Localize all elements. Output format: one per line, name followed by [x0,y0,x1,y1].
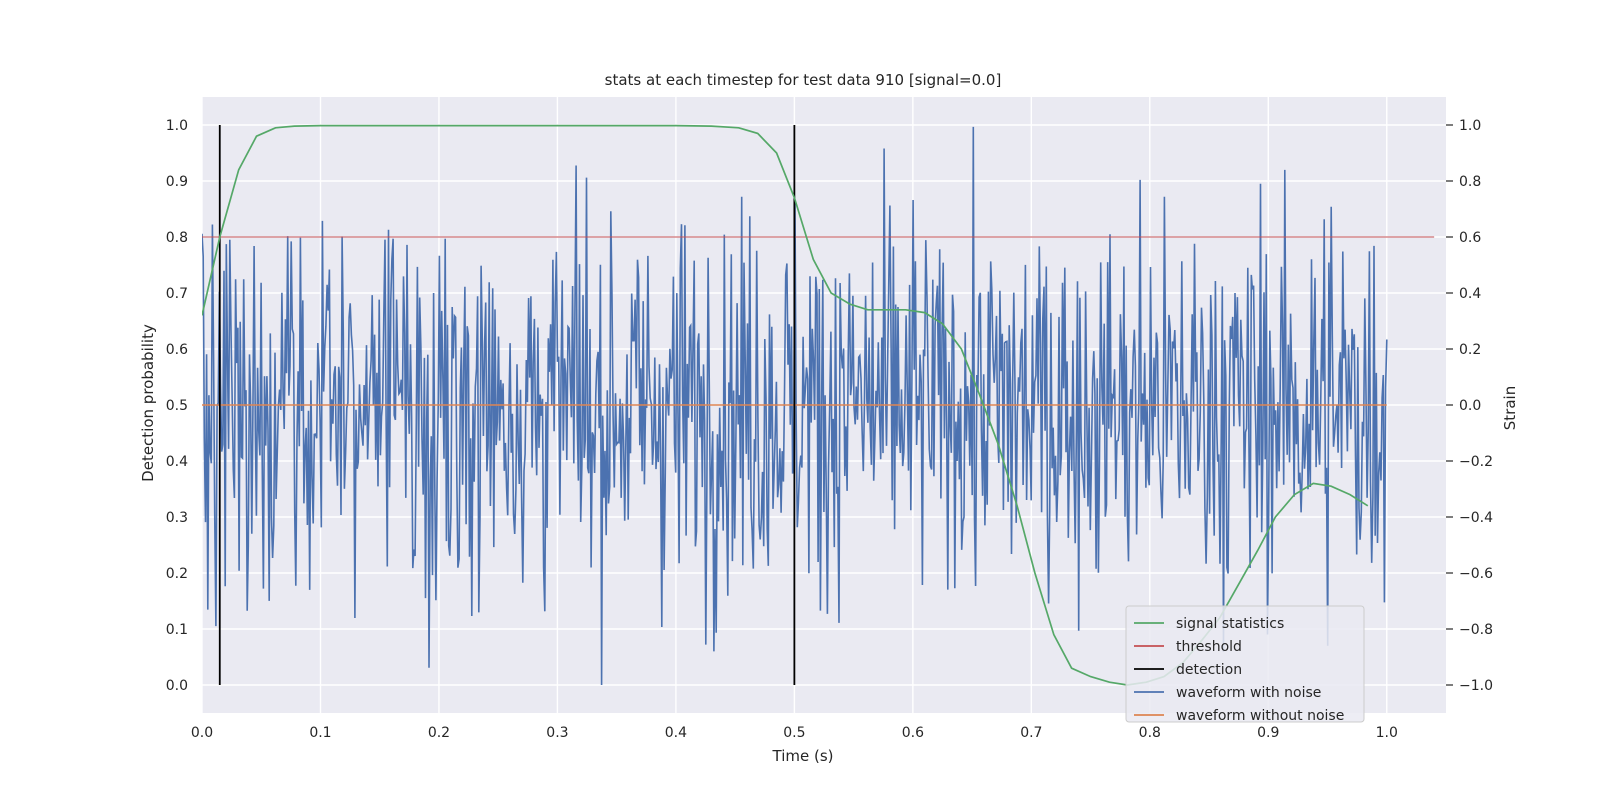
left-y-tick-label: 0.3 [166,510,188,526]
right-y-tick-label: 1.0 [1459,118,1481,134]
right-y-tick-label: 0.0 [1459,398,1481,414]
x-tick-label: 1.0 [1376,725,1398,741]
x-tick-label: 0.7 [1020,725,1042,741]
left-y-axis-ticks: 0.0 0.1 0.2 0.3 0.4 0.5 0.6 0.7 0.8 0.9 1.0 [166,118,188,694]
left-y-tick-label: 0.1 [166,622,188,638]
left-y-tick-label: 1.0 [166,118,188,134]
x-tick-label: 0.9 [1257,725,1279,741]
left-y-tick-label: 0.5 [166,398,188,414]
legend-label: threshold [1176,639,1242,655]
legend-label: detection [1176,662,1242,678]
left-y-tick-label: 0.7 [166,286,188,302]
x-tick-label: 0.5 [783,725,805,741]
right-y-tick-label: −0.8 [1459,622,1493,638]
left-y-tick-label: 0.2 [166,566,188,582]
x-tick-label: 0.6 [902,725,924,741]
x-tick-label: 0.4 [665,725,687,741]
signal-statistics-line [202,124,1369,686]
x-axis-label: Time (s) [772,747,834,765]
right-y-tick-label: 0.4 [1459,286,1481,302]
x-tick-label: 0.3 [546,725,568,741]
chart-title: stats at each timestep for test data 910… [605,71,1002,89]
x-tick-label: 0.2 [428,725,450,741]
x-tick-label: 0.8 [1139,725,1161,741]
left-y-tick-label: 0.6 [166,342,188,358]
right-y-tick-label: 0.6 [1459,230,1481,246]
legend-label: signal statistics [1176,616,1284,632]
right-y-axis-label: Strain [1501,386,1519,430]
right-y-tick-label: −0.2 [1459,454,1493,470]
legend-box [1125,605,1365,723]
legend-label: waveform without noise [1176,708,1344,724]
right-y-axis-ticks: −1.0 −0.8 −0.6 −0.4 −0.2 0.0 0.2 0.4 0.6 0.8 1.0 [1446,118,1493,694]
right-y-tick-label: 0.8 [1459,174,1481,190]
series-layer [202,124,1435,686]
left-y-tick-label: 0.0 [166,678,188,694]
detection-lines [218,125,796,685]
legend: signal statistics threshold detection wavef… [1125,605,1365,724]
right-y-tick-label: −0.4 [1459,510,1493,526]
x-tick-label: 0.0 [191,725,213,741]
right-y-tick-label: −1.0 [1459,678,1493,694]
left-y-tick-label: 0.4 [166,454,188,470]
right-y-tick-label: −0.6 [1459,566,1493,582]
legend-label: waveform with noise [1176,685,1321,701]
left-y-tick-label: 0.8 [166,230,188,246]
left-y-axis-label: Detection probability [139,324,157,482]
x-axis-ticks: 0.0 0.1 0.2 0.3 0.4 0.5 0.6 0.7 0.8 0.9 1.0 [191,725,1398,741]
x-tick-label: 0.1 [309,725,331,741]
right-y-tick-label: 0.2 [1459,342,1481,358]
left-y-tick-label: 0.9 [166,174,188,190]
